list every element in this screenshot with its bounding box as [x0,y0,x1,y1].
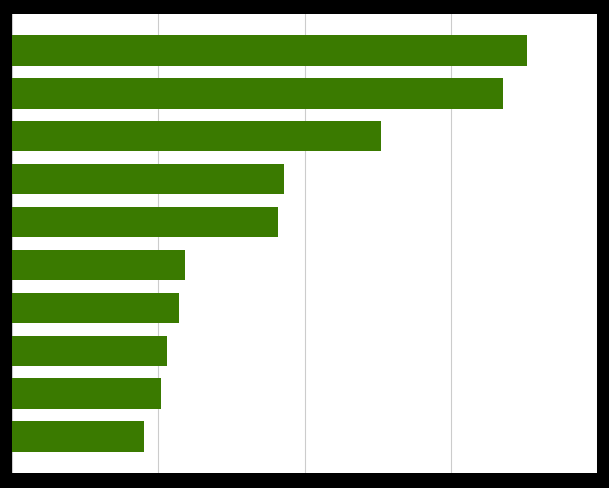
Bar [12,293,179,324]
Bar [12,79,503,109]
Bar [12,250,185,281]
Bar [12,36,527,66]
Bar [12,336,167,366]
Bar [12,122,381,152]
Bar [12,164,284,195]
Bar [12,207,278,238]
Bar [12,422,144,452]
Bar [12,379,161,409]
